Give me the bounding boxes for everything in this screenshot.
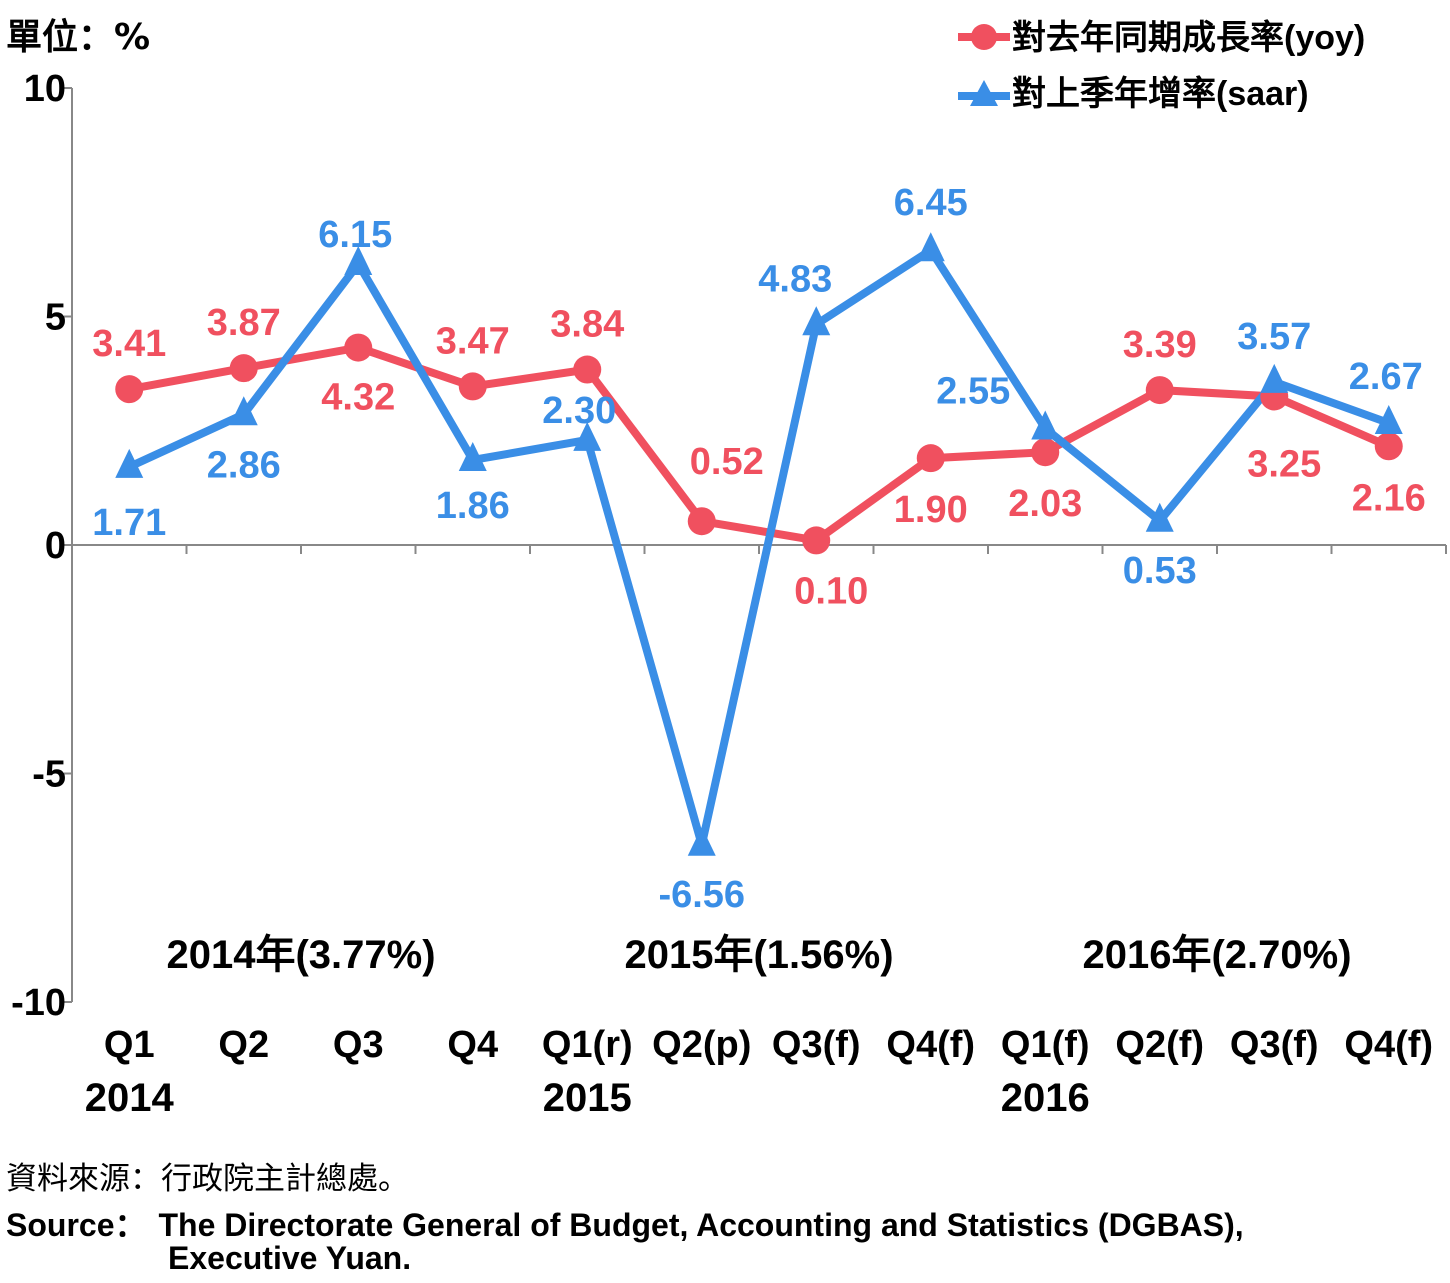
x-year-label: 2015 xyxy=(543,1076,632,1120)
yoy-data-label: 2.03 xyxy=(1008,483,1082,525)
saar-data-label: 1.86 xyxy=(436,485,510,527)
source-en-line1: The Directorate General of Budget, Accou… xyxy=(158,1207,1244,1243)
period-annotation: 2015年(1.56%) xyxy=(624,933,893,977)
x-year-label: 2014 xyxy=(85,1076,175,1120)
saar-data-label: 2.86 xyxy=(207,444,281,486)
saar-data-label: 1.71 xyxy=(92,502,166,544)
legend-label-saar: 對上季年增率(saar) xyxy=(1012,75,1309,113)
period-annotation: 2014年(3.77%) xyxy=(166,933,435,977)
series-line-saar xyxy=(127,244,1391,846)
saar-data-label: 0.53 xyxy=(1123,550,1197,592)
x-category-label: Q2(p) xyxy=(652,1024,751,1066)
series-line-yoy xyxy=(128,343,1391,545)
legend-label-yoy: 對去年同期成長率(yoy) xyxy=(1012,19,1365,57)
x-year-label: 2016 xyxy=(1001,1076,1090,1120)
x-category-label: Q3 xyxy=(333,1024,384,1066)
saar-point xyxy=(458,441,487,471)
yoy-point xyxy=(1145,376,1174,405)
legend-marker-saar xyxy=(970,80,998,106)
unit-label: 單位：% xyxy=(6,17,151,58)
yoy-point xyxy=(916,444,945,473)
saar-point xyxy=(115,448,144,478)
yoy-data-label: 1.90 xyxy=(894,489,968,531)
yoy-data-label: 3.25 xyxy=(1247,443,1321,485)
saar-data-label: 2.67 xyxy=(1349,356,1423,398)
saar-data-label: 3.57 xyxy=(1237,316,1311,358)
saar-point xyxy=(344,245,373,275)
yoy-point xyxy=(115,375,144,404)
saar-data-label: 4.83 xyxy=(758,258,832,300)
yoy-point xyxy=(344,333,373,362)
x-category-label: Q3(f) xyxy=(1230,1024,1319,1066)
source-en: Source： The Directorate General of Budget… xyxy=(6,1200,1244,1246)
saar-point xyxy=(687,826,716,856)
saar-point xyxy=(916,232,945,262)
yoy-point xyxy=(458,372,487,401)
yoy-data-label: 3.84 xyxy=(550,304,624,346)
saar-point xyxy=(802,306,831,336)
y-tick-label: -10 xyxy=(11,982,66,1024)
x-category-label: Q1(r) xyxy=(542,1024,633,1066)
y-tick-label: 0 xyxy=(45,525,66,567)
yoy-data-label: 0.52 xyxy=(690,441,764,483)
period-annotation: 2016年(2.70%) xyxy=(1082,933,1351,977)
yoy-data-label: 3.87 xyxy=(207,302,281,344)
saar-data-label: 2.30 xyxy=(542,390,616,432)
y-tick-label: 10 xyxy=(24,68,66,110)
source-en-prefix: Source： xyxy=(6,1207,147,1243)
yoy-point xyxy=(1031,438,1060,467)
saar-data-label: 6.15 xyxy=(318,214,392,256)
yoy-data-label: 4.32 xyxy=(321,377,395,419)
saar-point xyxy=(1031,410,1060,440)
x-category-label: Q1(f) xyxy=(1001,1024,1090,1066)
yoy-data-label: 2.16 xyxy=(1352,477,1426,519)
y-tick-label: 5 xyxy=(45,297,66,339)
yoy-point xyxy=(802,526,831,555)
x-category-label: Q2 xyxy=(218,1024,269,1066)
yoy-point xyxy=(229,354,258,383)
yoy-data-label: 3.39 xyxy=(1123,324,1197,366)
saar-point xyxy=(1260,363,1289,393)
yoy-point xyxy=(573,355,602,384)
saar-data-label: 2.55 xyxy=(936,370,1010,412)
x-category-label: Q4(f) xyxy=(886,1024,975,1066)
x-category-label: Q1 xyxy=(104,1024,155,1066)
yoy-data-label: 3.47 xyxy=(436,320,510,362)
saar-data-label: 6.45 xyxy=(894,182,968,224)
yoy-data-label: 3.41 xyxy=(92,323,166,365)
y-tick-label: -5 xyxy=(32,754,66,796)
saar-data-label: -6.56 xyxy=(658,874,745,916)
x-category-label: Q4 xyxy=(447,1024,498,1066)
yoy-point xyxy=(1374,432,1403,461)
x-category-label: Q2(f) xyxy=(1115,1024,1204,1066)
legend-marker-yoy xyxy=(971,24,997,50)
saar-point xyxy=(1374,404,1403,434)
x-category-label: Q4(f) xyxy=(1344,1024,1433,1066)
yoy-point xyxy=(687,507,716,536)
yoy-data-label: 0.10 xyxy=(794,570,868,612)
source-en-line2: Executive Yuan. xyxy=(168,1240,412,1276)
saar-point xyxy=(229,396,258,426)
x-category-label: Q3(f) xyxy=(772,1024,861,1066)
saar-point xyxy=(1145,502,1174,532)
source-zh: 資料來源：行政院主計總處。 xyxy=(6,1161,409,1197)
saar-point xyxy=(573,421,602,451)
